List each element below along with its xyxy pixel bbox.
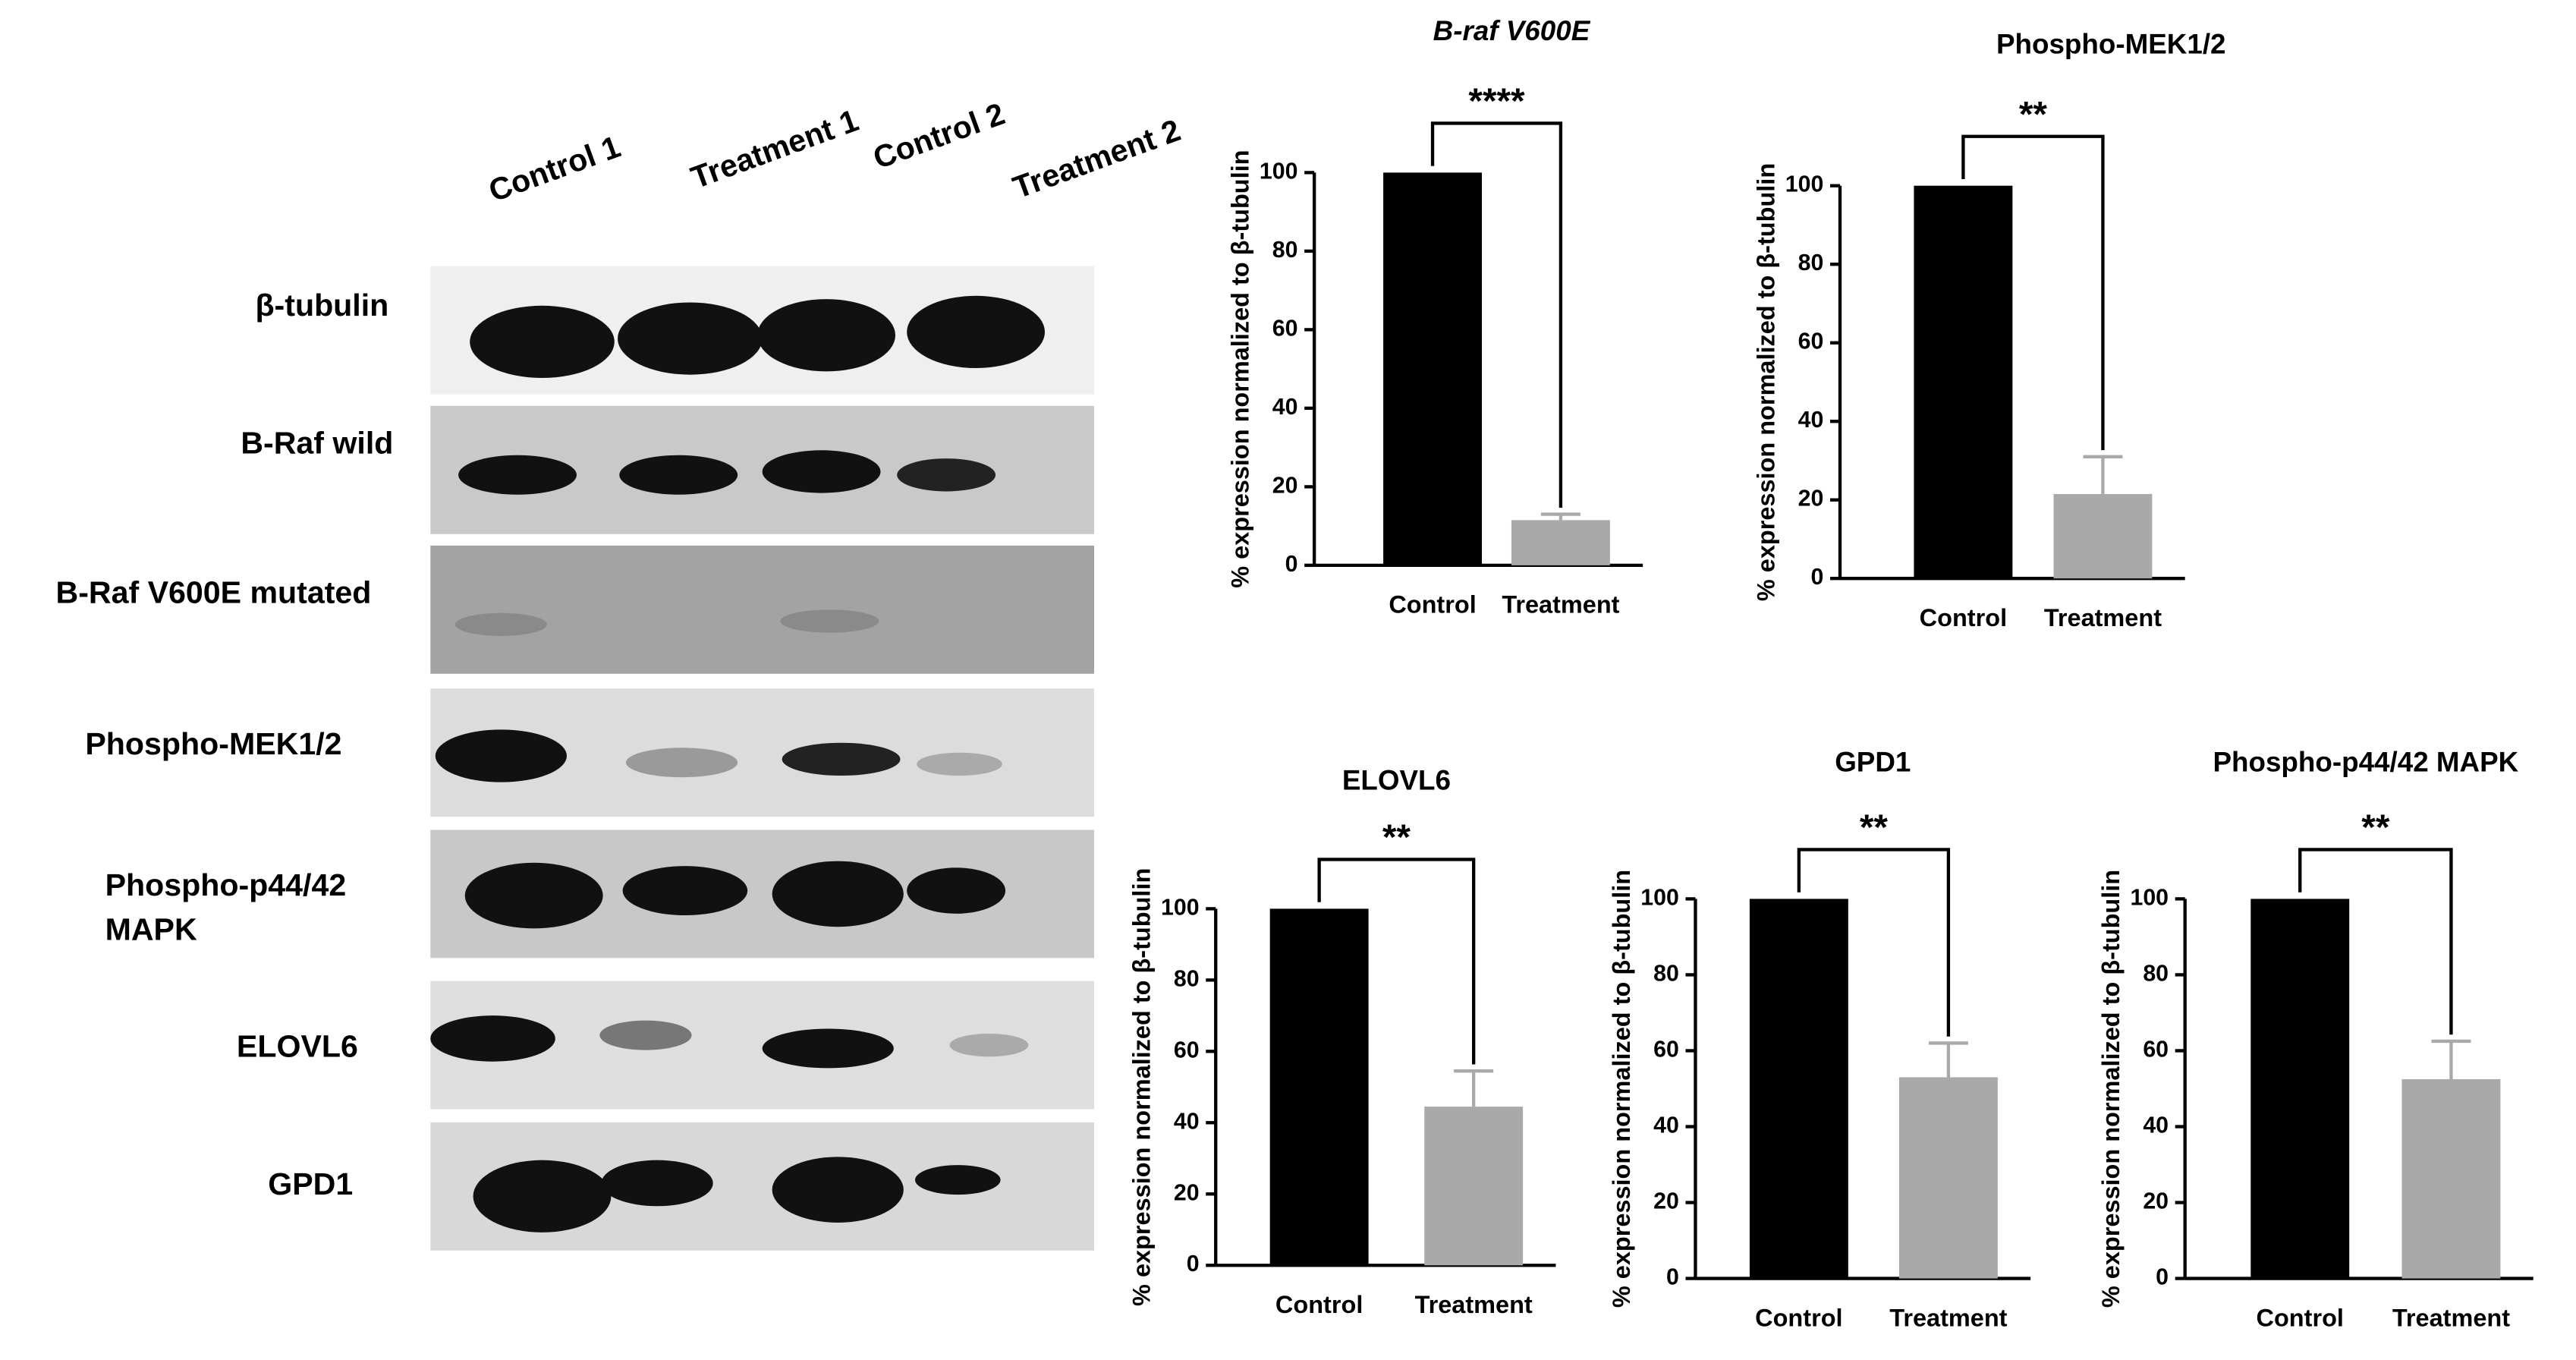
chart-title: Phospho-p44/42 MAPK	[2213, 747, 2518, 778]
bar	[1914, 185, 2013, 579]
y-tick-label: 40	[1653, 1113, 1679, 1138]
blot	[430, 266, 1095, 1251]
bar	[2053, 493, 2153, 579]
y-tick-label: 80	[2143, 961, 2169, 986]
y-tick-label: 20	[1272, 473, 1298, 498]
row-label: MAPK	[105, 912, 197, 947]
y-tick-label: 100	[1640, 885, 1679, 910]
x-tick-label: Control	[2257, 1304, 2344, 1331]
row-label: Phospho-p44/42	[105, 867, 347, 902]
x-tick-label: Treatment	[1889, 1304, 2007, 1331]
y-axis-label: % expression normalized to β-tubulin	[2097, 870, 2125, 1308]
y-tick-label: 60	[1798, 329, 1824, 354]
error-bar	[1454, 1069, 1494, 1107]
y-tick-label: 100	[1785, 172, 1824, 197]
error-bar	[1540, 512, 1581, 521]
y-tick-label: 80	[1174, 966, 1200, 991]
bar	[1424, 1107, 1524, 1266]
row-label: GPD1	[268, 1166, 353, 1201]
row-label: B-Raf wild	[241, 426, 393, 461]
chart-title: Phospho-MEK1/2	[1996, 28, 2226, 59]
error-bar	[2431, 1039, 2471, 1079]
bar	[1898, 1077, 1998, 1279]
y-tick-label: 40	[2143, 1113, 2169, 1138]
y-axis-label: % expression normalized to β-tubulin	[1752, 163, 1779, 601]
x-tick-label: Treatment	[2392, 1304, 2510, 1331]
y-tick-label: 20	[1653, 1189, 1679, 1214]
y-tick-label: 0	[1187, 1251, 1200, 1277]
y-tick-label: 60	[1174, 1037, 1200, 1062]
significance-bracket	[2298, 848, 2453, 1035]
y-tick-label: 100	[1260, 159, 1298, 184]
x-tick-label: Control	[1389, 591, 1476, 619]
lane-label: Treatment 1	[687, 102, 863, 195]
x-tick-label: Control	[1920, 604, 2007, 631]
row-label: Phospho-MEK1/2	[85, 726, 341, 761]
significance-label: **	[1860, 808, 1889, 848]
y-axis-label: % expression normalized to β-tubulin	[1226, 150, 1253, 587]
y-tick-label: 20	[1174, 1180, 1200, 1205]
row-label: β-tubulin	[255, 288, 388, 323]
y-tick-label: 80	[1798, 250, 1824, 275]
lane-label: Control 2	[869, 96, 1009, 175]
y-tick-label: 0	[1810, 565, 1823, 590]
y-tick-label: 20	[2143, 1189, 2169, 1214]
x-tick-label: Treatment	[1502, 591, 1619, 619]
y-tick-label: 40	[1272, 395, 1298, 420]
bar	[1749, 899, 1848, 1279]
bar	[1383, 172, 1482, 565]
y-tick-label: 40	[1174, 1109, 1200, 1134]
y-tick-label: 80	[1272, 238, 1298, 263]
chart-title: B-raf V600E	[1433, 15, 1591, 46]
significance-bracket	[1317, 858, 1476, 1065]
error-bar	[2083, 455, 2123, 494]
chart-title: GPD1	[1835, 747, 1911, 778]
y-tick-label: 60	[2143, 1037, 2169, 1062]
y-tick-label: 60	[1272, 316, 1298, 341]
lane-label: Treatment 2	[1008, 112, 1185, 205]
chart-title: ELOVL6	[1342, 764, 1451, 795]
bar	[1511, 520, 1610, 565]
y-tick-label: 100	[2130, 885, 2169, 910]
y-tick-label: 20	[1798, 486, 1824, 512]
significance-label: ****	[1468, 81, 1525, 121]
y-tick-label: 40	[1798, 408, 1824, 433]
x-tick-label: Control	[1755, 1304, 1842, 1331]
significance-bracket	[1430, 121, 1563, 508]
blot-panel	[430, 545, 1095, 674]
y-tick-label: 0	[1666, 1265, 1679, 1290]
bands	[430, 295, 1046, 1232]
x-tick-label: Treatment	[2044, 604, 2162, 631]
significance-label: **	[2019, 94, 2048, 134]
significance-label: **	[1382, 817, 1411, 858]
bar	[2250, 899, 2350, 1279]
y-tick-label: 60	[1653, 1037, 1679, 1062]
y-tick-label: 0	[2156, 1265, 2169, 1290]
y-tick-label: 0	[1285, 552, 1298, 577]
x-tick-label: Treatment	[1415, 1291, 1533, 1318]
error-bar	[1928, 1041, 1968, 1078]
y-tick-label: 100	[1161, 895, 1200, 920]
y-axis-label: % expression normalized to β-tubulin	[1128, 868, 1156, 1306]
y-axis-label: % expression normalized to β-tubulin	[1608, 870, 1635, 1308]
bar	[2401, 1078, 2501, 1279]
y-tick-label: 80	[1653, 961, 1679, 986]
row-label: ELOVL6	[237, 1028, 358, 1063]
x-tick-label: Control	[1275, 1291, 1363, 1318]
significance-bracket	[1961, 134, 2105, 451]
significance-bracket	[1797, 848, 1951, 1037]
significance-label: **	[2361, 808, 2390, 848]
lane-label: Control 1	[484, 129, 624, 209]
bar	[1269, 908, 1369, 1266]
row-label: B-Raf V600E mutated	[56, 575, 372, 610]
